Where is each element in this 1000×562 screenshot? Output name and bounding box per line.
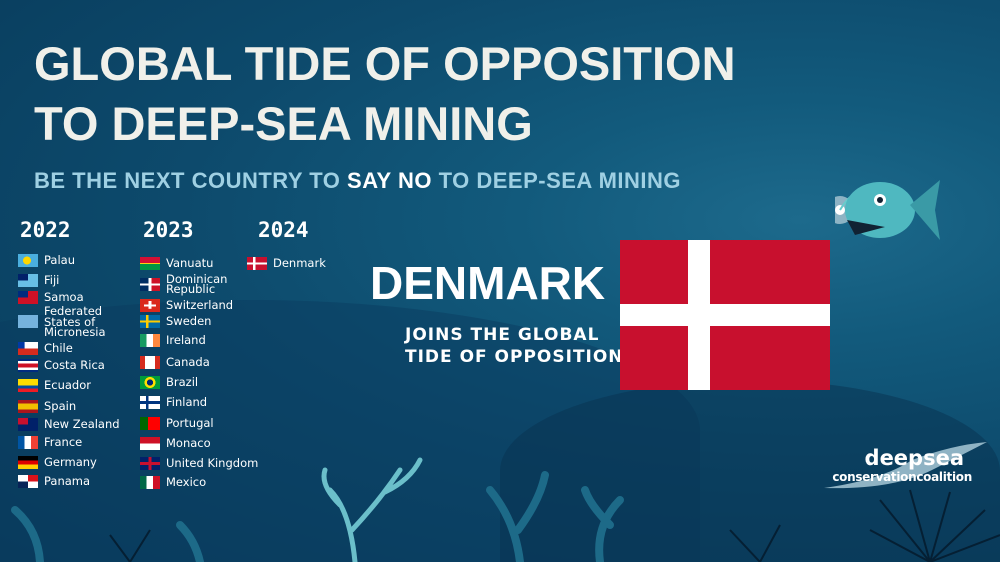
country-name: Panama [44,473,91,488]
country-name: Ireland [166,332,206,347]
title-line-1: GLOBAL TIDE OF OPPOSITION [34,37,736,90]
featured-country: DENMARK [370,257,606,309]
country-item: United Kingdom [140,455,259,470]
country-item: Mexico [140,474,207,489]
coral-decoration [11,457,1000,562]
country-name: Costa Rica [44,357,105,372]
country-item: New Zealand [18,416,120,431]
country-item: Spain [18,398,77,413]
palau-flag-icon [18,253,38,267]
country-name: Vanuatu [166,255,214,270]
country-name: Germany [44,454,97,469]
france-flag-icon [18,435,38,449]
country-name: Samoa [44,289,84,304]
subtitle: BE THE NEXT COUNTRY TO SAY NO TO DEEP-SE… [34,168,681,194]
caption-line-1: JOINS THE GLOBAL [405,325,600,345]
year-2023: 2023 [143,218,194,242]
country-item: Chile [18,340,73,355]
brazil-flag-icon [140,375,160,389]
year-2022: 2022 [20,218,71,242]
denmark-flag-large [620,240,830,390]
vanuatu-flag-icon [140,256,160,270]
country-name: Denmark [273,255,326,270]
finland-flag-icon [140,395,160,409]
ecuador-flag-icon [18,378,38,392]
country-item: Brazil [140,374,199,389]
panama-flag-icon [18,474,38,488]
new-zealand-flag-icon [18,417,38,431]
country-name: United Kingdom [166,455,259,470]
country-name: Dominican Republic [166,271,228,296]
logo-subtext: conservationcoalition [832,470,972,484]
country-name: Monaco [166,435,211,450]
country-name: Mexico [166,474,207,489]
country-name: Canada [166,354,210,369]
deepsea-conservation-coalition-logo: deepsea conservationcoalition [822,440,992,495]
caption-line-2: TIDE OF OPPOSITION [405,347,624,367]
portugal-flag-icon [140,416,160,430]
country-item: Federated States of Micronesia [18,304,124,339]
subtitle-text: BE THE NEXT COUNTRY TO [34,168,348,193]
sweden-flag-icon [140,314,160,328]
country-item: France [18,434,83,449]
canada-flag-icon [140,355,160,369]
country-item: Monaco [140,435,211,450]
country-item: Vanuatu [140,255,214,270]
country-item: Portugal [140,415,214,430]
country-name: Ecuador [44,377,91,392]
country-name: Chile [44,340,73,355]
country-name: Sweden [166,313,212,328]
country-name: Portugal [166,415,214,430]
country-name: Fiji [44,272,60,287]
anglerfish-icon [835,180,940,240]
country-item: Ireland [140,332,206,347]
fiji-flag-icon [18,273,38,287]
dominican-republic-flag-icon [140,277,160,291]
country-item: Switzerland [140,297,234,312]
costa-rica-flag-icon [18,358,38,372]
switzerland-flag-icon [140,298,160,312]
chile-flag-icon [18,341,38,355]
country-name: Palau [44,252,75,267]
mexico-flag-icon [140,475,160,489]
subtitle-highlight: SAY NO [347,168,432,193]
federated-states-of-micronesia-flag-icon [18,315,38,329]
country-item: Fiji [18,272,60,287]
logo-text: deepsea [864,446,964,470]
country-item: Germany [18,454,97,469]
country-name: Federated States of Micronesia [44,304,106,339]
title-line-2: TO DEEP-SEA MINING [34,97,533,150]
monaco-flag-icon [140,436,160,450]
subtitle-text: TO DEEP-SEA MINING [431,168,682,193]
country-name: Finland [166,394,208,409]
germany-flag-icon [18,455,38,469]
spain-flag-icon [18,399,38,413]
country-item: Palau [18,252,75,267]
country-item: Sweden [140,313,212,328]
country-item: Denmark [247,255,326,270]
country-item: Dominican Republic [140,271,246,296]
country-item: Panama [18,473,91,488]
country-item: Ecuador [18,377,91,392]
country-item: Costa Rica [18,357,105,372]
country-name: France [44,434,83,449]
united-kingdom-flag-icon [140,456,160,470]
country-name: New Zealand [44,416,120,431]
samoa-flag-icon [18,290,38,304]
country-item: Canada [140,354,210,369]
country-name: Spain [44,398,77,413]
country-item: Samoa [18,289,84,304]
featured-caption: JOINS THE GLOBAL TIDE OF OPPOSITION [405,324,624,368]
country-name: Switzerland [166,297,234,312]
country-name: Brazil [166,374,199,389]
year-2024: 2024 [258,218,309,242]
denmark-flag-icon [247,256,267,270]
country-item: Finland [140,394,208,409]
ireland-flag-icon [140,333,160,347]
